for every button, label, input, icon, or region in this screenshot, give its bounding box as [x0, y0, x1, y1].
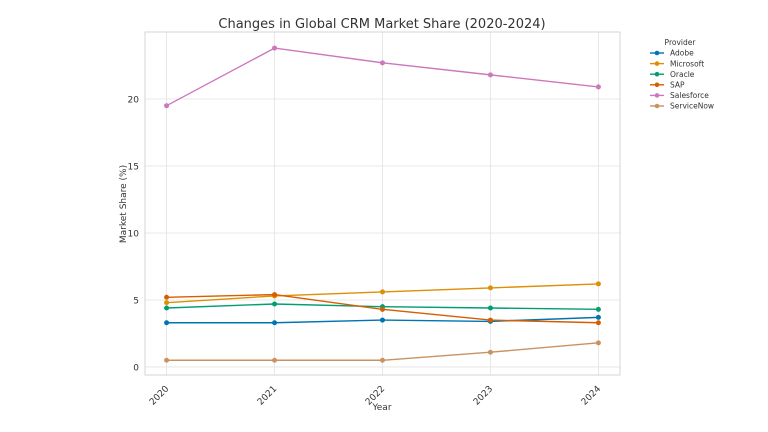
data-point: [164, 300, 170, 306]
y-tick-label: 0: [133, 363, 139, 373]
data-point: [380, 357, 385, 363]
data-point: [487, 305, 493, 311]
data-point: [595, 281, 601, 287]
data-point: [164, 320, 170, 326]
plot-frame: [144, 31, 621, 376]
legend-label: Microsoft: [670, 59, 704, 68]
legend-swatch: [654, 50, 660, 56]
data-point: [164, 357, 170, 363]
x-tick-label: 2021: [256, 384, 279, 407]
data-point: [595, 306, 601, 312]
legend-label: Oracle: [670, 70, 695, 79]
data-point: [595, 320, 601, 326]
legend-title: Provider: [665, 38, 697, 47]
data-point: [487, 72, 493, 78]
data-point: [272, 301, 278, 307]
y-tick-label: 15: [128, 162, 139, 172]
data-point: [487, 285, 493, 291]
data-point: [380, 60, 385, 66]
legend-swatch: [654, 93, 660, 98]
data-point: [487, 349, 493, 355]
data-point: [487, 317, 493, 323]
data-point: [164, 294, 170, 300]
data-point: [380, 317, 385, 323]
x-tick-label: 2023: [472, 384, 495, 407]
x-axis-label: Year: [371, 403, 391, 413]
data-point: [380, 306, 385, 312]
data-point: [164, 305, 170, 311]
data-point: [272, 357, 278, 363]
data-point: [164, 103, 170, 109]
x-tick-label: 2020: [148, 384, 171, 407]
data-point: [595, 314, 601, 320]
legend-swatch: [654, 71, 660, 77]
data-point: [595, 340, 601, 346]
x-tick-label: 2024: [580, 384, 603, 407]
y-tick-label: 20: [128, 95, 140, 105]
data-point: [272, 45, 278, 51]
data-point: [272, 292, 278, 298]
y-tick-label: 5: [133, 296, 139, 306]
legend-label: SAP: [670, 81, 685, 90]
data-point: [595, 84, 601, 90]
data-point: [380, 289, 385, 295]
legend-label: ServiceNow: [670, 102, 714, 111]
y-axis-label: Market Share (%): [119, 165, 129, 243]
legend-swatch: [654, 61, 660, 66]
chart-title: Changes in Global CRM Market Share (2020…: [218, 17, 545, 32]
y-tick-label: 10: [128, 229, 140, 239]
data-point: [272, 320, 278, 326]
legend-swatch: [654, 82, 660, 88]
legend-label: Adobe: [670, 49, 694, 58]
legend-label: Salesforce: [670, 91, 709, 100]
legend-swatch: [654, 103, 660, 109]
